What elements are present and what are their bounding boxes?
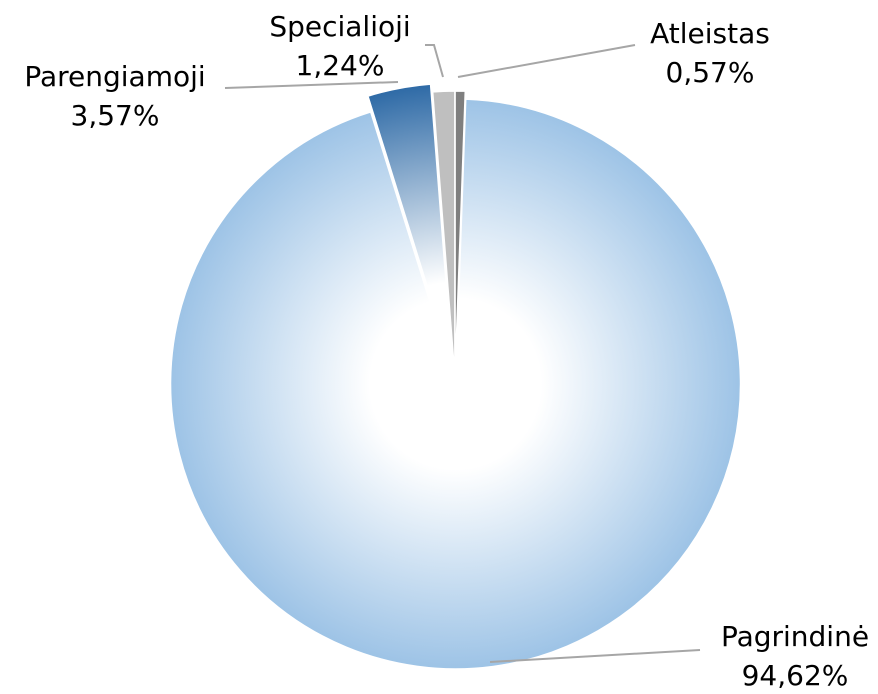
- slice-label: Pagrindinė: [721, 620, 869, 653]
- pie: [169, 83, 742, 670]
- pie-slice: [431, 90, 456, 377]
- leader-line: [489, 649, 701, 663]
- leader-line: [425, 44, 444, 78]
- leader-line: [224, 81, 399, 89]
- pie-slice: [366, 83, 454, 369]
- slice-label: Parengiamoji: [24, 60, 205, 93]
- slice-label: Atleistas: [650, 17, 770, 50]
- slice-label: Specialioji: [269, 10, 410, 43]
- slice-value-label: 3,57%: [71, 99, 160, 132]
- slice-value-label: 1,24%: [296, 49, 385, 82]
- pie-slice: [169, 98, 742, 670]
- leader-line: [457, 44, 636, 78]
- slice-value-label: 94,62%: [742, 659, 849, 692]
- slice-value-label: 0,57%: [666, 56, 755, 89]
